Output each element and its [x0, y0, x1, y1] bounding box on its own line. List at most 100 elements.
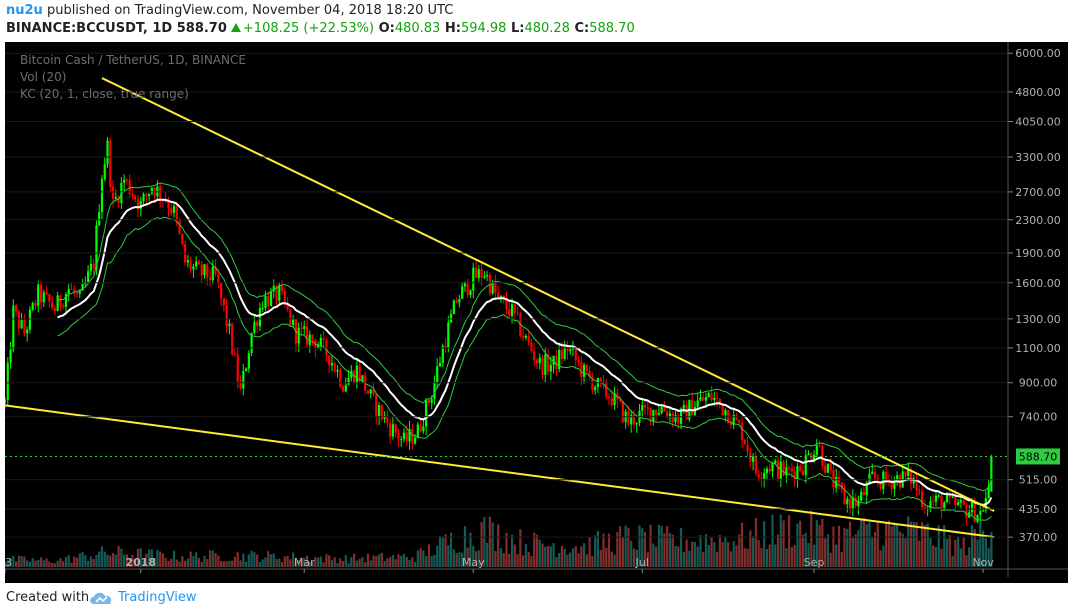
volume-bar [743, 547, 746, 567]
volume-bar [674, 545, 677, 567]
candle-down [801, 470, 805, 476]
candle-up [552, 355, 555, 365]
candle-down [206, 264, 209, 278]
candle-down [824, 465, 827, 473]
price-chart[interactable]: 6000.00 4800.00 4050.00 3300.00 2700.00 2300.… [0, 42, 1068, 583]
candle-up [150, 187, 153, 194]
tradingview-cloud-icon[interactable] [88, 590, 114, 610]
candle-down [111, 186, 115, 199]
volume-bar [530, 556, 533, 567]
volume-bar [763, 521, 766, 567]
volume-bar [909, 521, 913, 567]
volume-bar [278, 558, 281, 567]
candle-up [87, 271, 90, 282]
candle-up [785, 467, 788, 476]
volume-bar [483, 517, 486, 567]
tradingview-link[interactable]: TradingView [118, 590, 197, 605]
volume-bar [383, 560, 386, 567]
candle-down [740, 422, 744, 440]
volume-bar [721, 542, 724, 567]
candle-down [918, 490, 921, 492]
volume-bar [898, 531, 902, 567]
volume-bar [128, 558, 131, 567]
candle-up [860, 491, 863, 501]
volume-bar [28, 561, 32, 567]
volume-bar [965, 555, 968, 567]
volume-bar [292, 552, 295, 567]
y-tick-label: 435.00 [1019, 503, 1058, 516]
volume-bar [663, 533, 666, 567]
volume-bar [951, 555, 954, 567]
volume-bar [779, 514, 782, 567]
candle-up [42, 292, 45, 303]
open-label: O: [378, 21, 395, 36]
candle-up [472, 267, 475, 291]
candle-down [358, 365, 361, 382]
volume-bar [824, 538, 827, 567]
candle-down [170, 208, 173, 213]
candle-down [59, 295, 62, 306]
volume-bar [70, 562, 73, 567]
candle-down [189, 260, 192, 270]
candle-down [932, 501, 935, 503]
volume-bar [256, 554, 259, 567]
candle-up [438, 362, 442, 367]
volume-bar [668, 533, 672, 567]
candle-down [948, 494, 951, 498]
candle-down [497, 292, 500, 298]
volume-bar [228, 561, 231, 567]
candle-down [217, 273, 220, 283]
volume-bar [580, 546, 583, 567]
volume-bar [117, 545, 120, 567]
candle-up [724, 410, 727, 416]
volume-bar [366, 553, 370, 567]
trendline-lower [4, 404, 995, 539]
candle-up [106, 140, 109, 165]
chart-area[interactable]: 6000.00 4800.00 4050.00 3300.00 2700.00 2300.… [0, 42, 1068, 583]
candle-up [699, 397, 702, 401]
candle-up [316, 345, 320, 349]
candle-up [336, 370, 339, 372]
volume-bar [120, 548, 123, 567]
volume-bar [804, 532, 807, 567]
candle-up [6, 362, 9, 400]
volume-bar [907, 516, 910, 567]
volume-bar [134, 558, 137, 567]
volume-legend: Vol (20) [20, 70, 67, 84]
candle-down [311, 334, 314, 340]
volume-bar [486, 542, 489, 567]
candle-up [732, 414, 735, 425]
candle-down [522, 336, 525, 338]
volume-bar [768, 544, 771, 567]
volume-bar [225, 561, 228, 567]
volume-bar [760, 548, 763, 567]
volume-bar [17, 555, 20, 567]
volume-bar [161, 553, 165, 567]
volume-bar [535, 534, 539, 567]
candle-up [344, 384, 347, 392]
volume-bar [679, 527, 683, 567]
candle-down [904, 471, 907, 476]
axes-layer: 6000.00 4800.00 4050.00 3300.00 2700.00 2300.… [0, 42, 1068, 577]
volume-bar [330, 560, 334, 567]
candle-down [962, 500, 965, 505]
candle-down [53, 308, 56, 311]
x-tick-label: May [462, 556, 485, 569]
candle-up [979, 511, 982, 515]
volume-bar [688, 550, 691, 567]
candle-down [236, 354, 239, 382]
candle-up [558, 349, 561, 370]
candle-down [366, 390, 370, 394]
volume-bar [505, 532, 508, 567]
volume-bar [377, 554, 381, 567]
y-tick-label: 2700.00 [1015, 186, 1061, 199]
candle-up [641, 405, 644, 411]
candle-up [264, 296, 267, 309]
volume-bar [727, 542, 730, 567]
candle-down [607, 396, 611, 398]
volume-bar [195, 552, 198, 567]
volume-bar [655, 546, 658, 567]
price-change: +108.25 (+22.53%) [242, 21, 375, 36]
author-link[interactable]: nu2u [6, 3, 43, 18]
candle-down [610, 397, 613, 406]
